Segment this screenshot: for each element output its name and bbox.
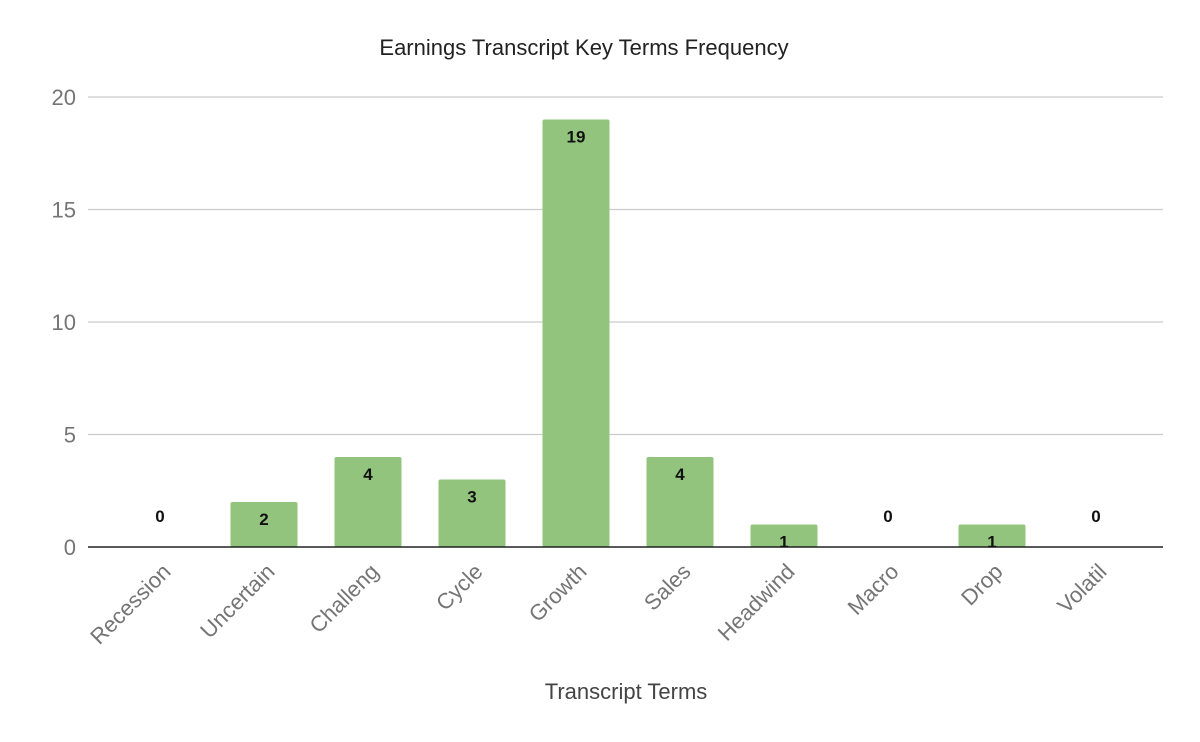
- x-tick-label: Macro: [843, 559, 904, 620]
- x-tick-label: Uncertain: [195, 559, 279, 643]
- data-label: 4: [363, 465, 373, 484]
- data-label: 4: [675, 465, 685, 484]
- bar: [230, 502, 298, 547]
- x-axis-ticks: Recession Uncertain Challeng Cycle Growth Sal…: [85, 559, 1111, 649]
- data-label: 0: [155, 507, 164, 526]
- bar: [438, 479, 506, 547]
- x-axis-label: Transcript Terms: [545, 679, 708, 704]
- bars: [230, 119, 1026, 547]
- y-tick-label: 20: [52, 85, 76, 110]
- x-tick-label: Drop: [956, 559, 1007, 610]
- x-tick-label: Headwind: [713, 559, 800, 646]
- y-tick-label: 0: [64, 535, 76, 560]
- chart-title: Earnings Transcript Key Terms Frequency: [379, 35, 788, 60]
- y-axis-ticks: 0 5 10 15 20: [52, 85, 76, 560]
- x-tick-label: Cycle: [431, 559, 488, 616]
- data-label: 1: [987, 533, 996, 552]
- x-tick-label: Recession: [85, 559, 175, 649]
- data-label: 0: [1091, 507, 1100, 526]
- data-label: 0: [883, 507, 892, 526]
- x-tick-label: Sales: [639, 559, 696, 616]
- data-label: 2: [259, 510, 268, 529]
- x-tick-label: Volatil: [1052, 559, 1111, 618]
- y-tick-label: 15: [52, 198, 76, 223]
- y-tick-label: 5: [64, 423, 76, 448]
- gridlines: [88, 96, 1163, 436]
- bar: [646, 457, 714, 547]
- bar: [750, 524, 818, 547]
- bar: [958, 524, 1026, 547]
- bar: [542, 119, 610, 547]
- data-label: 1: [779, 533, 788, 552]
- bar: [334, 457, 402, 547]
- data-label: 19: [567, 128, 586, 147]
- x-tick-label: Growth: [524, 559, 592, 627]
- data-label: 3: [467, 488, 476, 507]
- y-tick-label: 10: [52, 310, 76, 335]
- x-tick-label: Challeng: [304, 559, 383, 638]
- data-labels: 0 2 4 3 19 4 1 0 1 0: [155, 128, 1100, 552]
